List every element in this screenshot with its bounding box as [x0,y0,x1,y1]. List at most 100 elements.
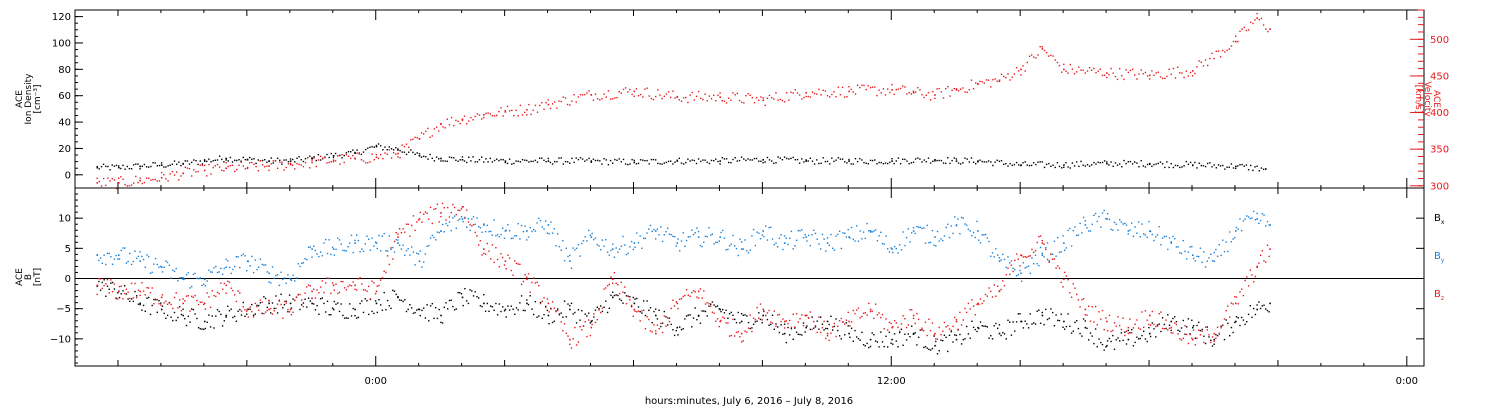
velocity-point [450,116,453,119]
velocity-point-key [289,163,292,166]
density-point [1086,164,1089,166]
field-point-Bx-key [332,308,335,311]
field-point-By [1015,275,1018,277]
velocity-point [541,102,543,104]
field-point-By [438,231,440,234]
density-point [745,159,747,162]
velocity-point [1202,65,1205,67]
field-point-Bz [862,312,865,314]
velocity-point [431,135,433,137]
legend-subscript: x [1441,219,1445,226]
field-point-Bz [338,291,341,294]
field-point-By [524,225,526,227]
velocity-point [474,115,476,118]
field-point-By [832,247,834,249]
density-point [659,163,661,165]
field-point-By [99,257,102,259]
field-point-By [335,248,337,250]
velocity-point [607,90,610,92]
x-tick-label: 0:00 [364,376,386,387]
field-point-By [1029,272,1031,275]
field-point-Bz [235,300,238,303]
field-point-Bz [1050,253,1052,255]
field-point-By [282,278,284,281]
density-tick-label: 60 [58,91,71,102]
field-point-By [1067,229,1069,232]
density-point [1161,163,1164,165]
field-point-Bx [588,312,590,314]
field-point-Bz [783,327,786,329]
velocity-point [685,96,687,99]
density-point [382,149,384,151]
velocity-point [191,175,193,177]
field-point-Bx [864,345,866,347]
field-point-Bz [663,315,665,317]
velocity-point [1164,77,1166,80]
field-point-Bx-key [934,344,936,347]
field-point-By [1076,234,1078,237]
field-point-By [242,253,244,255]
field-point-By [658,234,660,236]
field-point-Bz [98,278,100,280]
field-point-Bx [196,317,198,320]
field-point-Bx [653,310,655,313]
field-point-By [868,230,870,232]
field-point-Bx [153,298,155,301]
field-point-Bz [321,280,323,282]
field-point-Bx [149,313,152,316]
field-point-Bz [1108,314,1111,317]
field-point-By [288,277,291,280]
velocity-point-key [139,179,141,182]
field-point-Bx [471,290,473,292]
velocity-point [648,95,650,97]
field-point-By [227,260,229,262]
field-point-By [620,245,622,247]
field-point-Bx [1053,325,1056,327]
velocity-point [498,110,500,113]
velocity-point [502,115,504,117]
density-point [732,158,734,161]
density-point [1202,165,1205,167]
density-point [218,155,221,157]
field-point-By [1134,226,1136,228]
velocity-point [1200,61,1202,63]
field-point-Bx [1003,333,1006,335]
field-point-By [520,224,523,227]
field-point-Bx [228,310,231,312]
field-point-Bz [900,323,903,325]
field-point-By [1213,251,1215,254]
field-point-By-key [1063,242,1065,244]
velocity-point [586,92,588,94]
density-point [635,163,638,165]
field-point-Bx [1239,324,1241,327]
field-point-Bz [467,221,470,223]
field-point-By [239,267,241,269]
velocity-point [865,88,867,91]
field-point-Bz [474,231,476,234]
field-point-By [672,235,674,237]
density-point [1022,162,1024,164]
velocity-point [1144,71,1147,74]
velocity-point [461,119,464,121]
velocity-point [1048,55,1050,57]
field-point-Bx [130,298,133,300]
field-point-Bx [711,301,714,303]
field-point-Bz [249,306,251,308]
velocity-point-key [1192,70,1194,72]
field-point-By [187,272,189,274]
field-point-Bz [1105,317,1107,319]
field-point-Bx [567,303,569,305]
density-point [904,158,906,161]
field-point-Bx [356,317,358,319]
field-point-Bz [263,313,265,315]
field-point-Bz [1079,306,1081,308]
velocity-point [1076,71,1078,73]
field-point-Bz [270,307,272,310]
field-point-By [685,239,688,242]
field-point-By [1069,227,1071,230]
velocity-point [352,154,354,157]
field-point-Bx [734,318,736,321]
velocity-point [947,86,949,88]
field-point-By [1084,220,1086,222]
density-point [1043,166,1046,169]
